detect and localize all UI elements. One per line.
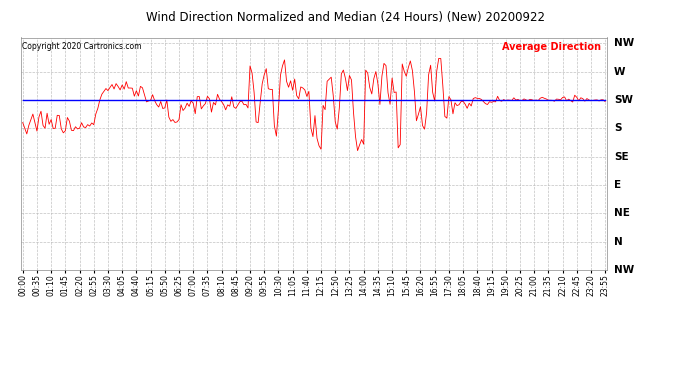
Text: E: E (614, 180, 621, 190)
Text: NW: NW (614, 38, 634, 48)
Text: Wind Direction Normalized and Median (24 Hours) (New) 20200922: Wind Direction Normalized and Median (24… (146, 11, 544, 24)
Text: N: N (614, 237, 623, 247)
Text: S: S (614, 123, 622, 133)
Text: SE: SE (614, 152, 629, 162)
Text: SW: SW (614, 95, 633, 105)
Text: NW: NW (614, 265, 634, 275)
Text: Copyright 2020 Cartronics.com: Copyright 2020 Cartronics.com (22, 42, 141, 51)
Text: Average Direction: Average Direction (502, 42, 600, 52)
Text: W: W (614, 66, 626, 76)
Text: NE: NE (614, 208, 630, 218)
